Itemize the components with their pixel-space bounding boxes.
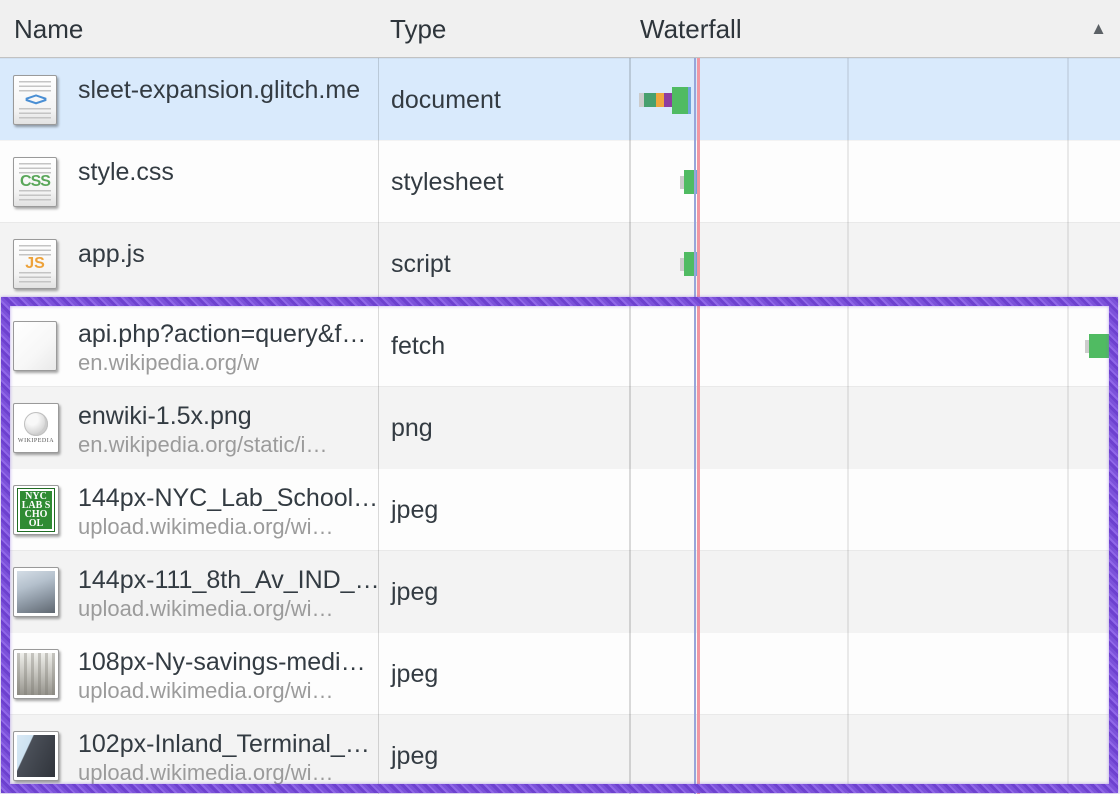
name-cell: CSS style.css [0,141,378,223]
waterfall-grid-line [847,58,849,794]
request-row[interactable]: 102px-Inland_Terminal_… upload.wikimedia.… [0,714,1120,794]
wikipedia-caption: WIKIPEDIA [17,438,55,444]
table-header: Name Type Waterfall ▲ [0,0,1120,58]
name-cell: <> sleet-expansion.glitch.me [0,59,378,141]
request-type: stylesheet [391,167,504,196]
type-cell: stylesheet [378,141,630,223]
name-cell: NYC LAB SCHOOL 144px-NYC_Lab_School… uploa… [0,469,378,551]
waterfall-bar-segment [672,86,688,114]
request-row[interactable]: NYC LAB SCHOOL 144px-NYC_Lab_School… uploa… [0,468,1120,550]
waterfall-bar-segment [644,93,656,107]
file-type-glyph: <> [24,89,47,110]
request-name: app.js [78,240,145,268]
waterfall-bar-segment [664,93,672,107]
waterfall-cell [630,387,1120,469]
name-cell: api.php?action=query&f… en.wikipedia.org/… [0,305,378,387]
request-domain: upload.wikimedia.org/wi… [78,759,334,785]
request-name: api.php?action=query&f… [78,319,367,348]
waterfall-cell [630,633,1120,715]
name-cell: WIKIPEDIA enwiki-1.5x.png en.wikipedia.org… [0,387,378,469]
name-cell: 144px-111_8th_Av_IND_… upload.wikimedia.o… [0,551,380,633]
file-type-glyph: JS [25,255,45,272]
building-photo-thumbnail-2 [13,649,59,699]
type-waterfall-column-divider [629,0,631,794]
name-cell: 102px-Inland_Terminal_… upload.wikimedia.… [0,715,378,794]
waterfall-bar-segment [639,93,644,107]
request-name: 108px-Ny-savings-medi… [78,647,366,676]
type-cell: jpeg [378,469,630,551]
load-event-line [697,58,700,794]
request-name: style.css [78,158,174,186]
waterfall-bar-segment [680,175,684,189]
html-document-icon: <> [13,75,57,125]
waterfall-bar-segment [1089,334,1112,358]
request-type: document [391,85,501,114]
name-cell: JS app.js [0,223,378,305]
column-header-name[interactable]: Name [14,13,84,44]
waterfall-bar-segment [684,252,696,276]
js-document-icon: JS [13,239,57,289]
file-type-glyph: CSS [20,173,51,190]
request-row[interactable]: WIKIPEDIA enwiki-1.5x.png en.wikipedia.org… [0,386,1120,468]
name-type-column-divider [378,0,379,794]
request-type: script [391,249,451,278]
building-photo-thumbnail-1 [13,567,59,617]
request-row[interactable]: JS app.js script [0,222,1120,304]
name-cell: 108px-Ny-savings-medi… upload.wikimedia.o… [0,633,378,715]
request-domain: upload.wikimedia.org/wi… [78,595,334,621]
column-header-waterfall[interactable]: Waterfall [640,13,742,44]
request-row[interactable]: api.php?action=query&f… en.wikipedia.org/… [0,304,1120,386]
request-domain: en.wikipedia.org/w [78,349,259,375]
request-name: 144px-111_8th_Av_IND_… [78,565,380,594]
waterfall-bar-segment [684,170,696,194]
waterfall-cell [630,141,1120,223]
waterfall-cell [630,551,1120,633]
sort-ascending-icon[interactable]: ▲ [1090,19,1107,38]
request-domain: upload.wikimedia.org/wi… [78,513,334,539]
request-row[interactable]: <> sleet-expansion.glitch.me document [0,58,1120,140]
waterfall-bar-segment [688,86,691,114]
request-name: 144px-NYC_Lab_School… [78,483,379,512]
nyc-lab-school-text: NYC LAB SCHOOL [21,491,51,529]
building-photo-thumbnail-3 [13,731,59,781]
type-cell: jpeg [378,715,630,794]
request-type: png [391,413,433,442]
wikipedia-icon: WIKIPEDIA [13,403,59,453]
wikipedia-globe-graphic [24,412,48,436]
type-cell: jpeg [378,633,630,715]
request-name: 102px-Inland_Terminal_… [78,729,370,758]
dom-content-loaded-line [694,58,696,794]
waterfall-cell [630,715,1120,794]
request-name: enwiki-1.5x.png [78,401,252,430]
type-cell: script [378,223,630,305]
request-type: jpeg [391,659,439,688]
css-document-icon: CSS [13,157,57,207]
column-header-type[interactable]: Type [390,13,447,44]
blank-document-icon [13,321,57,371]
request-type: jpeg [391,495,439,524]
waterfall-cell [630,305,1120,387]
nyc-lab-school-thumbnail: NYC LAB SCHOOL [13,485,59,535]
waterfall-bar-segment [680,257,684,271]
request-row[interactable]: CSS style.css stylesheet [0,140,1120,222]
request-row[interactable]: 108px-Ny-savings-medi… upload.wikimedia.o… [0,632,1120,714]
request-table-body: <> sleet-expansion.glitch.me document CSS st… [0,58,1120,794]
request-name: sleet-expansion.glitch.me [78,76,361,104]
waterfall-cell [630,59,1120,141]
request-type: jpeg [391,741,439,770]
type-cell: jpeg [378,551,630,633]
waterfall-cell [630,469,1120,551]
request-domain: en.wikipedia.org/static/i… [78,431,328,457]
waterfall-grid-line [1067,58,1069,794]
type-cell: fetch [378,305,630,387]
request-row[interactable]: 144px-111_8th_Av_IND_… upload.wikimedia.o… [0,550,1120,632]
type-cell: png [378,387,630,469]
request-type: jpeg [391,577,439,606]
waterfall-cell [630,223,1120,305]
waterfall-bar-segment [656,93,664,107]
type-cell: document [378,59,630,141]
request-domain: upload.wikimedia.org/wi… [78,677,334,703]
request-type: fetch [391,331,446,360]
